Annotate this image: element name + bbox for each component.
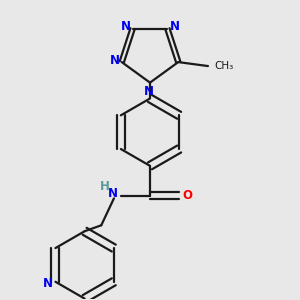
Text: N: N — [110, 54, 120, 67]
Text: N: N — [144, 85, 154, 98]
Text: N: N — [43, 277, 53, 290]
Text: N: N — [108, 187, 118, 200]
Text: N: N — [120, 20, 130, 33]
Text: H: H — [100, 180, 110, 194]
Text: CH₃: CH₃ — [214, 61, 233, 71]
Text: N: N — [169, 20, 180, 33]
Text: O: O — [183, 189, 193, 202]
